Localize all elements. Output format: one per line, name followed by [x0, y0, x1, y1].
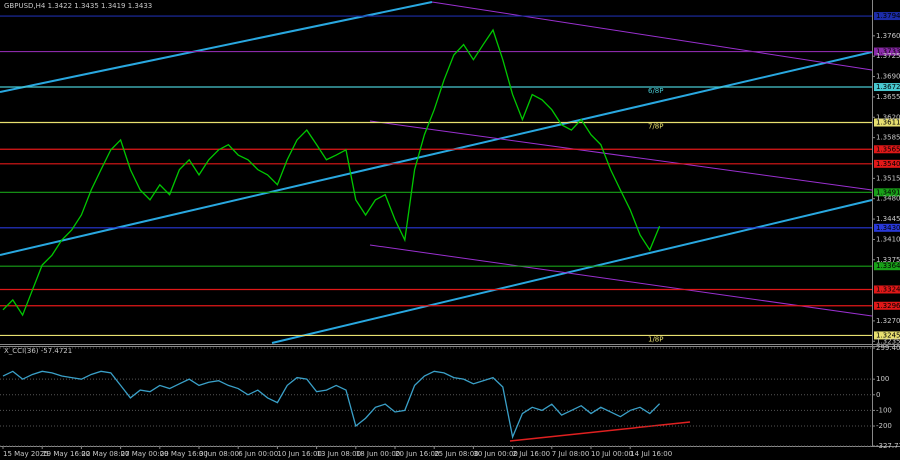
y-tick-label: 299.4065 [876, 344, 900, 352]
trend-line [271, 199, 873, 344]
level-box [874, 83, 900, 92]
murray-tag: 6/8P [648, 87, 664, 95]
level-label: 1.3430 [876, 224, 900, 232]
y-tick-label: -100 [876, 406, 892, 414]
y-tick-label: 1.3445 [876, 215, 900, 223]
x-tick-label: 13 Jun 08:00 [317, 450, 361, 458]
x-tick-label: 27 May 00:00 [121, 450, 169, 458]
y-tick-label: 1.3480 [876, 195, 900, 203]
y-tick-label: 1.3690 [876, 73, 900, 81]
trend-line [431, 1, 873, 71]
y-tick-label: -200 [876, 422, 892, 430]
level-label: 1.3324 [876, 285, 900, 293]
x-tick-label: 6 Jun 00:00 [238, 450, 278, 458]
x-tick-label: 22 May 08:00 [81, 450, 129, 458]
level-box [874, 285, 900, 294]
x-tick-label: 19 May 16:00 [42, 450, 90, 458]
x-tick-label: 29 May 16:00 [160, 450, 208, 458]
y-tick-label: 1.3410 [876, 235, 900, 243]
y-tick-label: 1.3375 [876, 256, 900, 264]
trend-line [369, 244, 873, 317]
y-tick-label: 1.3760 [876, 32, 900, 40]
trend-line [369, 120, 873, 191]
level-label: 1.3540 [876, 160, 900, 168]
y-tick-label: 0 [876, 391, 880, 399]
cci-trend-line [509, 421, 691, 442]
level-box [874, 188, 900, 197]
level-label: 1.3672 [876, 83, 900, 91]
y-tick-label: 1.3515 [876, 174, 900, 182]
price-line [2, 370, 661, 440]
trend-line [0, 1, 433, 93]
x-tick-label: 25 Jun 08:00 [434, 450, 478, 458]
level-label: 1.3611 [876, 119, 900, 127]
level-label: 1.3245 [876, 331, 900, 339]
x-tick-label: 2 Jul 16:00 [513, 450, 551, 458]
level-box [874, 262, 900, 271]
x-tick-label: 10 Jul 00:00 [591, 450, 633, 458]
level-box [874, 159, 900, 168]
x-tick-label: 10 Jun 16:00 [277, 450, 321, 458]
channel-lines [0, 1, 873, 344]
level-label: 1.3491 [876, 188, 900, 196]
y-tick-label: 1.3620 [876, 113, 900, 121]
level-label: 1.3364 [876, 262, 900, 270]
level-box [874, 12, 900, 21]
indicator-title: X_CCI(36) -57.4721 [4, 347, 72, 355]
x-tick-label: 14 Jul 16:00 [630, 450, 672, 458]
level-box [874, 223, 900, 232]
x-tick-label: 7 Jul 08:00 [552, 450, 590, 458]
level-box [874, 301, 900, 310]
level-label: 1.3296 [876, 302, 900, 310]
x-tick-label: 20 Jun 16:00 [395, 450, 439, 458]
y-tick-label: -327.7719 [876, 442, 900, 450]
murray-tag: 7/8P [648, 123, 664, 131]
level-box [874, 118, 900, 127]
x-tick-label: 15 May 2025 [3, 450, 49, 458]
y-tick-label: 1.3235 [876, 337, 900, 345]
y-tick-label: 1.3655 [876, 93, 900, 101]
level-label: 1.3794 [876, 12, 900, 20]
trend-line [0, 51, 873, 256]
y-tick-label: 1.3585 [876, 134, 900, 142]
murray-tag: 1/8P [648, 335, 664, 343]
level-box [874, 145, 900, 154]
y-tick-label: 1.3270 [876, 317, 900, 325]
level-box [874, 47, 900, 56]
level-label: 1.3565 [876, 145, 900, 153]
price-line [2, 28, 661, 317]
x-tick-label: 18 Jun 00:00 [356, 450, 400, 458]
x-tick-label: 3 Jun 08:00 [199, 450, 239, 458]
x-tick-label: 30 Jun 00:00 [473, 450, 517, 458]
level-box [874, 331, 900, 340]
chart-title: GBPUSD,H4 1.3422 1.3435 1.3419 1.3433 [4, 2, 152, 10]
level-label: 1.3733 [876, 48, 900, 56]
y-tick-label: 100 [876, 375, 889, 383]
y-tick-label: 1.3725 [876, 52, 900, 60]
